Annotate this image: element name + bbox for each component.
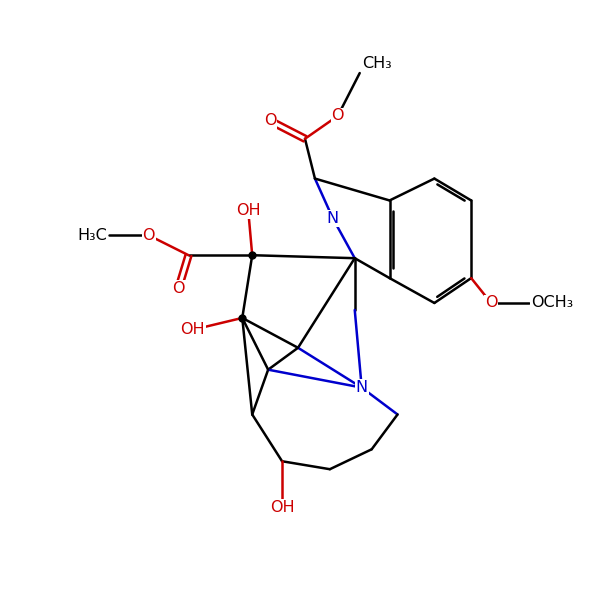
- Text: O: O: [332, 109, 344, 124]
- Text: O: O: [264, 113, 277, 128]
- Text: H₃C: H₃C: [77, 228, 107, 243]
- Text: N: N: [327, 211, 339, 226]
- Text: OH: OH: [270, 500, 295, 515]
- Text: OCH₃: OCH₃: [531, 295, 573, 310]
- Text: O: O: [142, 228, 155, 243]
- Text: O: O: [485, 295, 497, 310]
- Text: OH: OH: [180, 322, 205, 337]
- Text: N: N: [356, 380, 368, 395]
- Text: CH₃: CH₃: [362, 56, 391, 71]
- Text: OH: OH: [236, 203, 260, 218]
- Text: O: O: [172, 281, 185, 296]
